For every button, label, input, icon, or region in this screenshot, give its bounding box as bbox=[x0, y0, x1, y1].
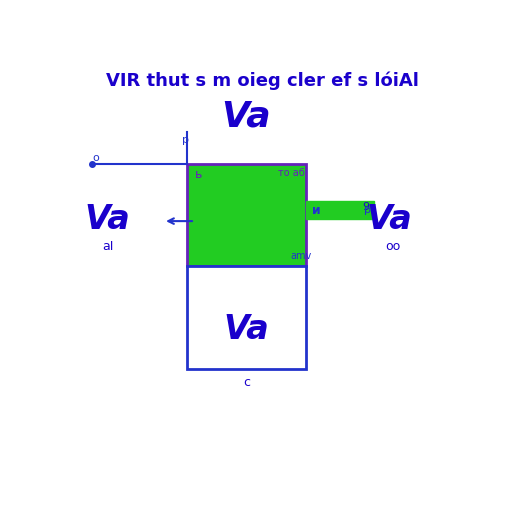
Text: VIR thut s m oieg cler ef s lóiАl: VIR thut s m oieg cler ef s lóiАl bbox=[106, 72, 419, 91]
Text: р: р bbox=[364, 205, 371, 215]
Text: р: р bbox=[182, 135, 188, 145]
Text: 9: 9 bbox=[362, 202, 369, 212]
Text: ь: ь bbox=[195, 168, 202, 181]
Text: аΙ: аΙ bbox=[102, 240, 113, 253]
Bar bbox=[187, 164, 306, 266]
Text: аmv: аmv bbox=[290, 250, 311, 261]
Text: Va: Va bbox=[222, 100, 271, 134]
Text: c: c bbox=[243, 376, 250, 389]
Text: Va: Va bbox=[367, 203, 412, 236]
Text: о: о bbox=[92, 153, 99, 163]
Text: то аб: то аб bbox=[279, 168, 305, 178]
Bar bbox=[187, 266, 306, 369]
Text: оо: оо bbox=[386, 240, 401, 253]
Text: Va: Va bbox=[224, 313, 269, 346]
Text: Va: Va bbox=[85, 203, 131, 236]
Bar bbox=[306, 201, 374, 219]
Text: и: и bbox=[312, 204, 321, 217]
